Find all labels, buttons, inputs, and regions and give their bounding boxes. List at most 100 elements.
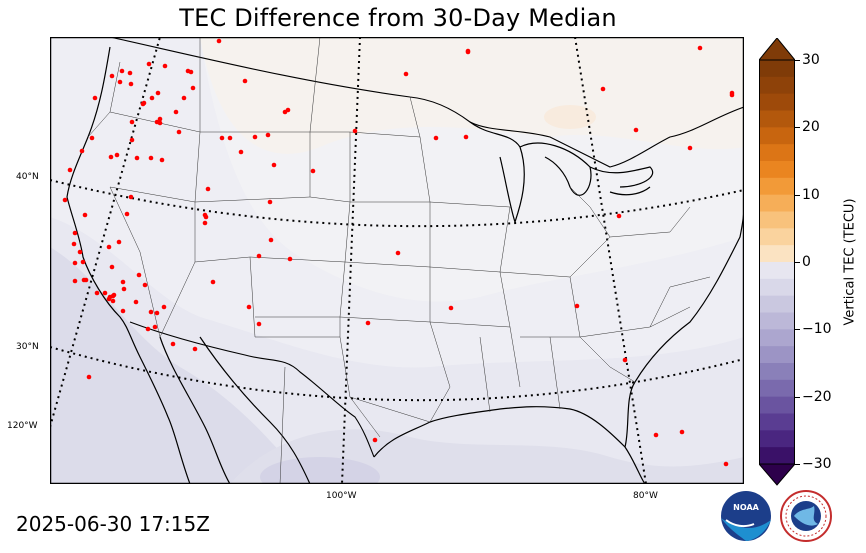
gps-station-marker: [653, 432, 659, 438]
colorbar-tickmark: [795, 262, 800, 263]
gps-station-marker: [71, 241, 77, 247]
gps-station-marker: [687, 145, 693, 151]
gps-station-marker: [134, 155, 140, 161]
gps-station-marker: [121, 286, 127, 292]
gps-station-marker: [205, 186, 211, 192]
gps-station-marker: [72, 278, 78, 284]
gps-station-marker: [256, 253, 262, 259]
gps-station-marker: [82, 212, 88, 218]
gps-station-marker: [574, 303, 580, 309]
coastlines: [66, 46, 744, 484]
gps-station-marker: [127, 70, 133, 76]
gps-station-marker: [723, 461, 729, 467]
gps-station-marker: [729, 90, 735, 96]
gps-station-marker: [77, 249, 83, 255]
colorbar-tickmark: [795, 127, 800, 129]
gps-station-marker: [203, 214, 209, 220]
gps-station-marker: [219, 135, 225, 141]
colorbar-band: [759, 245, 795, 263]
colorbar-tick-label: 30: [802, 52, 820, 68]
gps-station-marker: [129, 119, 135, 125]
gps-station-marker: [124, 211, 130, 217]
gps-station-marker: [119, 68, 125, 74]
gps-station-marker: [149, 95, 155, 101]
gps-station-marker: [268, 237, 274, 243]
colorbar-band: [759, 329, 795, 347]
gps-station-marker: [633, 127, 639, 133]
gps-station-marker: [145, 326, 151, 332]
gps-station-marker: [616, 213, 622, 219]
colorbar-tickmark: [795, 396, 800, 398]
gps-station-marker: [181, 95, 187, 101]
gps-station-marker: [109, 264, 115, 270]
lat-label-40n: 40°N: [16, 172, 39, 182]
gps-station-marker: [600, 86, 606, 92]
map-title: TEC Difference from 30-Day Median: [179, 4, 617, 32]
colorbar-band: [759, 278, 795, 297]
colorbar-tickmark: [795, 464, 800, 465]
gps-station-marker: [433, 135, 439, 141]
gps-station-marker: [227, 135, 233, 141]
gps-station-marker: [72, 230, 78, 236]
gps-station-marker: [154, 119, 160, 125]
gps-station-marker: [267, 199, 273, 205]
gps-station-marker: [142, 282, 148, 288]
gps-station-marker: [133, 299, 139, 305]
gps-station-marker: [148, 155, 154, 161]
gps-station-marker: [352, 128, 358, 134]
station-markers: [62, 38, 735, 467]
colorbar-tickmark: [795, 329, 800, 331]
gps-station-marker: [128, 81, 134, 87]
gps-station-marker: [155, 90, 161, 96]
gps-station-marker: [161, 304, 167, 310]
great-lakes: [469, 121, 654, 224]
gps-station-marker: [102, 290, 108, 296]
gps-station-marker: [190, 85, 196, 91]
tec-map: [50, 37, 744, 484]
country-borders: [109, 37, 744, 458]
gps-station-marker: [62, 197, 68, 203]
mexico-coastline: [199, 336, 311, 484]
gps-station-marker: [256, 321, 262, 327]
gps-station-marker: [79, 148, 85, 154]
gps-station-marker: [159, 157, 165, 163]
mexico-us-border: [129, 321, 375, 458]
gps-station-marker: [120, 308, 126, 314]
gps-station-marker: [176, 129, 182, 135]
gps-station-marker: [465, 48, 471, 54]
colorbar-band: [759, 228, 795, 246]
gps-station-marker: [679, 429, 685, 435]
colorbar-band: [759, 144, 795, 162]
colorbar-band: [759, 194, 795, 212]
gps-station-marker: [106, 244, 112, 250]
colorbar-band: [759, 211, 795, 229]
gps-station-marker: [110, 298, 116, 304]
pacific-coastline: [66, 46, 191, 484]
gps-station-marker: [188, 69, 194, 75]
gps-station-marker: [152, 324, 158, 330]
colorbar-band: [759, 447, 795, 465]
colorbar-tick-label: −30: [802, 456, 832, 472]
gps-station-marker: [148, 309, 154, 315]
gps-station-marker: [170, 341, 176, 347]
colorbar-tickmark: [795, 60, 800, 61]
gps-station-marker: [395, 250, 401, 256]
gps-station-marker: [162, 63, 168, 69]
national-weather-service-logo: [780, 490, 832, 542]
colorbar-band: [759, 413, 795, 431]
gps-station-marker: [86, 374, 92, 380]
gps-station-marker: [210, 279, 216, 285]
gps-station-marker: [106, 296, 112, 302]
tec-field-negative-core: [260, 457, 380, 484]
gps-station-marker: [109, 73, 115, 79]
gps-station-marker: [114, 152, 120, 158]
gps-station-marker: [622, 357, 628, 363]
gps-station-marker: [141, 100, 147, 106]
colorbar-band: [759, 295, 795, 313]
colorbar-tick-label: −10: [802, 321, 832, 338]
gps-station-marker: [310, 168, 316, 174]
gps-station-marker: [192, 346, 198, 352]
gps-station-marker: [157, 116, 163, 122]
tec-field-slight-positive: [200, 37, 744, 154]
colorbar-band: [759, 363, 795, 381]
